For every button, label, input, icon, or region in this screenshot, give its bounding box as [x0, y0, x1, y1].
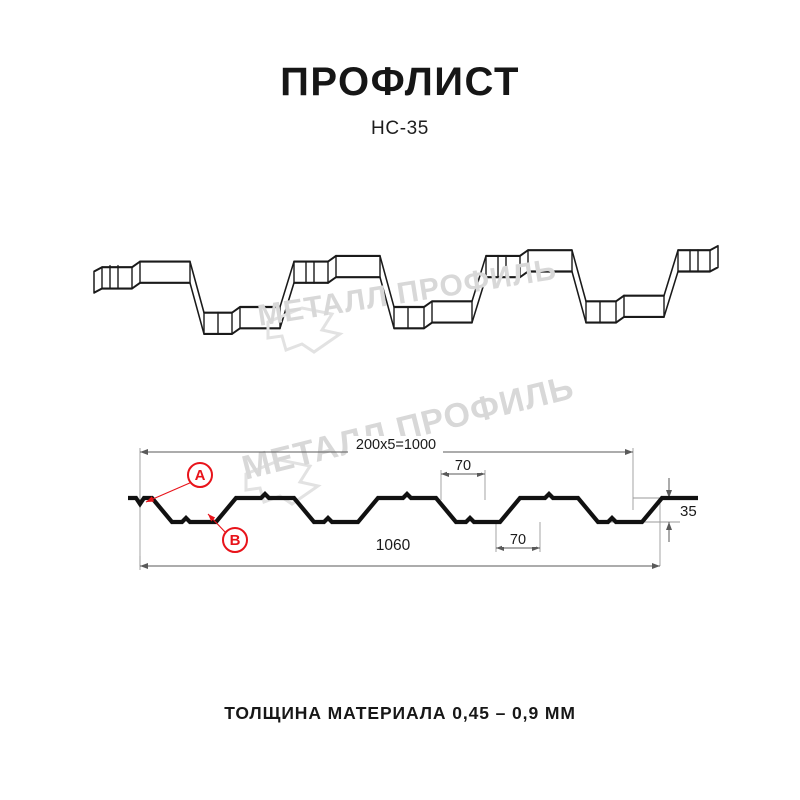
isometric-fold-lines	[101, 249, 711, 335]
material-thickness-label: ТОЛЩИНА МАТЕРИАЛА 0,45 – 0,9 ММ	[224, 703, 576, 723]
callout-b-label: B	[230, 532, 241, 549]
dimension-crest-width-label: 70	[455, 458, 471, 474]
callout-a-label: A	[195, 467, 206, 484]
callout-b-circle	[222, 527, 248, 553]
dimension-valley-width-label: 70	[510, 532, 526, 548]
page-subtitle: НС-35	[371, 118, 429, 139]
page-title: ПРОФЛИСТ	[280, 60, 520, 104]
dimension-overall-width: 1060	[140, 534, 660, 569]
cross-section-svg: 200x5=1000 1060 70 70	[128, 436, 698, 570]
dimension-valley-width: 70	[496, 530, 540, 551]
isometric-svg	[93, 244, 719, 336]
cross-section-view: 200x5=1000 1060 70 70	[110, 430, 700, 600]
page-footer: ТОЛЩИНА МАТЕРИАЛА 0,45 – 0,9 ММ	[0, 703, 800, 724]
dimension-profile-height-label: 35	[680, 503, 697, 520]
page-header: ПРОФЛИСТ НС-35	[0, 62, 800, 140]
isometric-profile-body	[93, 244, 719, 336]
dimension-profile-height: 35	[666, 478, 697, 542]
callout-b: B	[207, 513, 248, 553]
callout-a: A	[145, 462, 213, 503]
dimension-pitch-total: 200x5=1000	[140, 436, 633, 455]
dimension-crest-width: 70	[441, 456, 485, 477]
dimension-overall-width-label: 1060	[376, 537, 411, 554]
isometric-view	[80, 200, 730, 345]
dimension-pitch-total-label: 200x5=1000	[356, 437, 436, 453]
callout-a-circle	[187, 462, 213, 488]
profile-outline	[128, 491, 698, 525]
